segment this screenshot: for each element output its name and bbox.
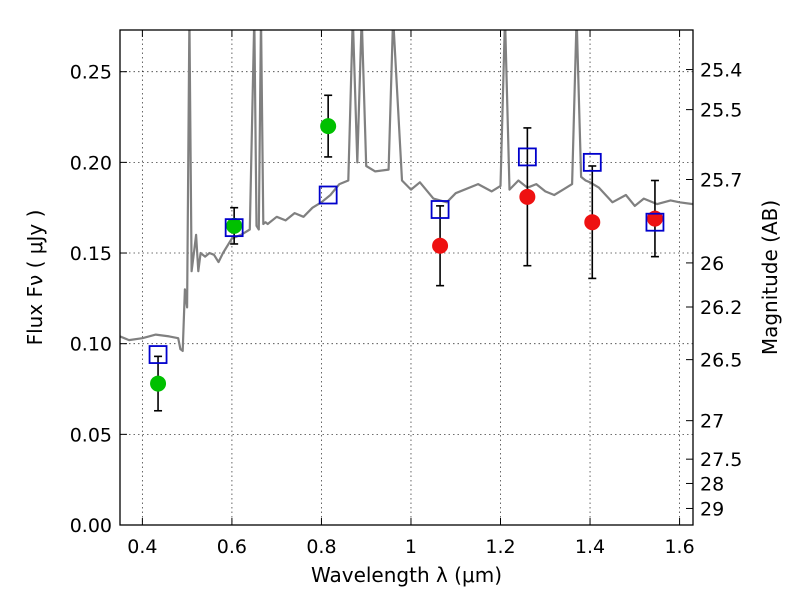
x-tick-label: 0.6 (217, 536, 247, 558)
y2-tick-label: 25.5 (700, 100, 742, 122)
model-square-point (645, 212, 665, 232)
x-tick-label: 1.4 (575, 536, 605, 558)
y2-tick-label: 26.2 (700, 297, 742, 319)
model-square-point (430, 200, 450, 219)
x-tick-label: 1 (405, 536, 417, 558)
y2-tick-label: 27 (700, 411, 724, 433)
y2-tick-label: 25.4 (700, 60, 742, 82)
y-tick-label: 0.10 (70, 334, 112, 356)
red-data-point (432, 237, 449, 254)
green-data-point (320, 118, 337, 135)
y2-tick-label: 27.5 (700, 449, 742, 471)
y2-axis-label: Magnitude (AB) (758, 200, 782, 355)
y2-tick-label: 28 (700, 473, 724, 495)
photometry-points-layer (148, 94, 665, 412)
y2-tick-label: 25.7 (700, 170, 742, 192)
y-tick-label: 0.25 (70, 62, 112, 84)
green-data-point (226, 217, 243, 234)
x-tick-label: 1.2 (485, 536, 515, 558)
model-spectrum-line (120, 30, 693, 352)
model-square-point (582, 152, 602, 172)
red-data-point (584, 214, 601, 231)
y2-tick-label: 29 (700, 498, 724, 520)
grid (120, 30, 693, 526)
axis-ticks: 0.4 0.6 0.8 1 1.2 1.4 1.6 0.00 0.05 0.10 0.15 0.20 0… (70, 30, 742, 558)
red-data-point (646, 210, 663, 227)
y-tick-label: 0.20 (70, 152, 112, 174)
model-spectrum-layer (120, 30, 693, 352)
model-square-point (517, 147, 537, 167)
y-axis-label: Flux Fν ( μJy ) (23, 210, 47, 346)
y2-tick-label: 26.5 (700, 350, 742, 372)
y2-tick-label: 26 (700, 253, 724, 275)
model-square-point (224, 218, 244, 238)
x-tick-label: 1.6 (664, 536, 694, 558)
y-tick-label: 0.05 (70, 424, 112, 446)
green-data-point (150, 375, 167, 392)
x-axis-label: Wavelength λ (μm) (311, 563, 502, 587)
x-tick-label: 0.4 (127, 536, 157, 558)
red-data-point (519, 188, 536, 205)
model-square-point (318, 185, 338, 205)
y-tick-label: 0.00 (70, 515, 112, 537)
y-tick-label: 0.15 (70, 243, 112, 265)
model-square-point (148, 345, 168, 364)
x-tick-label: 0.8 (306, 536, 336, 558)
plot-frame (119, 29, 694, 526)
